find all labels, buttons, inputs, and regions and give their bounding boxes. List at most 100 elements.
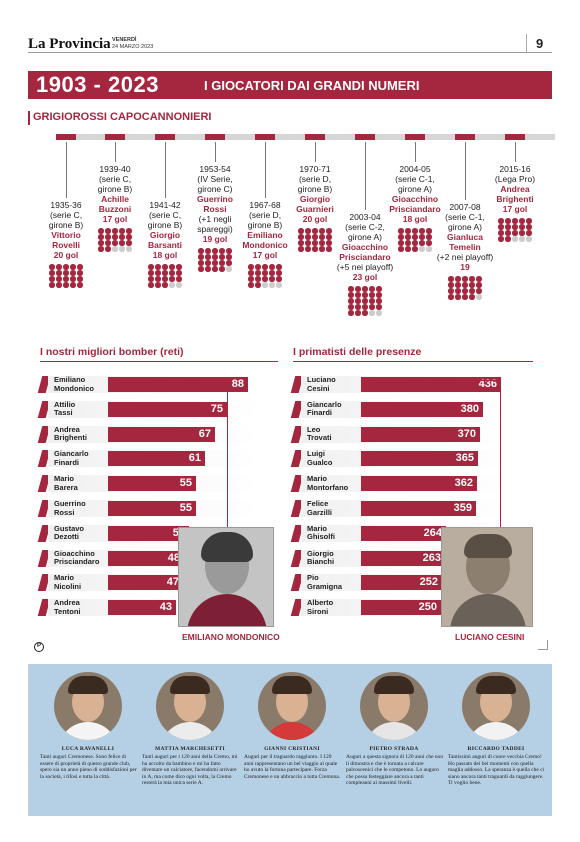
- ranking-row: Mario Montorfano 362: [290, 475, 537, 494]
- goal-dot: [205, 248, 211, 254]
- scorer-group: girone A): [447, 222, 483, 232]
- player-last-name: Rossi: [54, 507, 75, 517]
- testimonial-name: LUCA RAVANELLI: [61, 746, 115, 752]
- ranking-row: Giancarlo Finardi 380: [290, 399, 537, 420]
- goal-dot: [112, 234, 118, 240]
- empty-dot: [369, 310, 375, 316]
- player-first-name: Attilio: [54, 399, 76, 409]
- empty-dot: [426, 246, 432, 252]
- scorer-first-name: Vittorio: [51, 230, 81, 240]
- player-first-name: Gustavo: [54, 523, 85, 533]
- photo-hair: [374, 676, 414, 694]
- scorer-league: (serie C,: [98, 174, 132, 184]
- goal-dot: [312, 228, 318, 234]
- scorer-last-name: Prisciandaro: [389, 204, 441, 214]
- timeline-gap: [76, 134, 106, 140]
- timeline-gap: [225, 134, 255, 140]
- photo-shirt: [466, 722, 526, 740]
- scorer-league: (serie C-2,: [345, 222, 385, 232]
- scorer-season: 1941-42: [149, 200, 181, 210]
- goal-dot: [63, 270, 69, 276]
- scorer-season: 2003-04: [349, 212, 381, 222]
- empty-dot: [419, 246, 425, 252]
- goal-dot: [248, 276, 254, 282]
- goal-dot: [56, 282, 62, 288]
- player-last-name: Cesini: [307, 383, 330, 393]
- player-first-name: Gioacchino: [54, 548, 95, 558]
- player-first-name: Giancarlo: [307, 399, 342, 409]
- value-bar: 43: [108, 600, 176, 616]
- goal-dot: [426, 240, 432, 246]
- goal-dot: [355, 286, 361, 292]
- timeline-connector: [265, 142, 266, 198]
- value-label: 250: [418, 601, 437, 614]
- goal-dot: [312, 246, 318, 252]
- player-name: Mario Barera: [54, 475, 78, 492]
- timeline-segment: [155, 134, 175, 140]
- scorer-last-name: Prisciandaro: [339, 252, 391, 262]
- goal-dots: [98, 228, 133, 252]
- player-first-name: Luigi: [307, 449, 325, 459]
- goal-dot: [212, 248, 218, 254]
- goal-dot: [355, 298, 361, 304]
- empty-dot: [226, 266, 232, 272]
- goal-dot: [162, 264, 168, 270]
- header-rule: [28, 52, 552, 53]
- goal-dot: [312, 234, 318, 240]
- goal-dot: [70, 282, 76, 288]
- player-first-name: Leo: [307, 424, 321, 434]
- player-last-name: Ghisolfi: [307, 532, 335, 542]
- cesini-caption: LUCIANO CESINI: [455, 632, 525, 642]
- goal-dot: [462, 282, 468, 288]
- goal-dot: [426, 234, 432, 240]
- value-label: 252: [419, 576, 438, 589]
- goal-dot: [326, 240, 332, 246]
- player-name: Pio Gramigna: [307, 574, 342, 591]
- goal-dot: [56, 276, 62, 282]
- player-first-name: Felice: [307, 499, 329, 508]
- testimonial-quote: Tanti auguri per i 120 anni della Cremo,…: [142, 754, 238, 786]
- player-first-name: Giancarlo: [54, 449, 89, 459]
- goal-dot: [448, 276, 454, 282]
- scorer-group: girone B): [48, 220, 84, 230]
- scorer-goals: 20 gol: [302, 214, 328, 224]
- photo-hair: [170, 676, 210, 694]
- player-first-name: Mario: [307, 523, 328, 533]
- scorer-block: 1953-54 (IV Serie, girone C) Guerrino Rossi(…: [181, 164, 249, 244]
- scorer-block: 1939-40 (serie C, girone B) Achille Buzzoni 1…: [81, 164, 149, 224]
- goal-dot: [226, 248, 232, 254]
- goal-dot: [405, 246, 411, 252]
- goal-dot: [362, 310, 368, 316]
- goal-dot: [369, 292, 375, 298]
- player-first-name: Mario: [54, 474, 75, 484]
- scorer-season: 1953-54: [199, 164, 231, 174]
- dateline: VENERDÌ 24 MARZO 2023: [112, 37, 153, 51]
- goal-dot: [362, 286, 368, 292]
- value-label: 264: [423, 526, 442, 539]
- goal-dot: [255, 264, 261, 270]
- scorer-block: 2003-04 (serie C-2, girone A) Gioacchino Pri…: [331, 212, 399, 282]
- goal-dot: [326, 234, 332, 240]
- player-first-name: Andrea: [54, 598, 80, 608]
- scorer-season: 1939-40: [99, 164, 131, 174]
- testimonial-name: PIETRO STRADA: [369, 746, 419, 752]
- goal-dot: [326, 228, 332, 234]
- goal-dot: [219, 254, 225, 260]
- timeline-segment: [255, 134, 275, 140]
- timeline-gap: [325, 134, 355, 140]
- goal-dot: [455, 288, 461, 294]
- goal-dot: [98, 246, 104, 252]
- scorer-goals: 17 gol: [502, 204, 528, 214]
- goal-dot: [505, 218, 511, 224]
- goal-dot: [419, 234, 425, 240]
- value-bar: 370: [361, 426, 480, 442]
- goal-dot: [198, 254, 204, 260]
- goal-dot: [376, 286, 382, 292]
- goal-dot: [312, 240, 318, 246]
- scorer-last-name: Temelin: [449, 242, 481, 252]
- goal-dot: [398, 246, 404, 252]
- scorer-season: 1967-68: [249, 200, 281, 210]
- goal-dot: [162, 276, 168, 282]
- goal-dot: [476, 288, 482, 294]
- scorer-block: 2004-05 (serie C-1, girone A) Gioacchino Pri…: [381, 164, 449, 224]
